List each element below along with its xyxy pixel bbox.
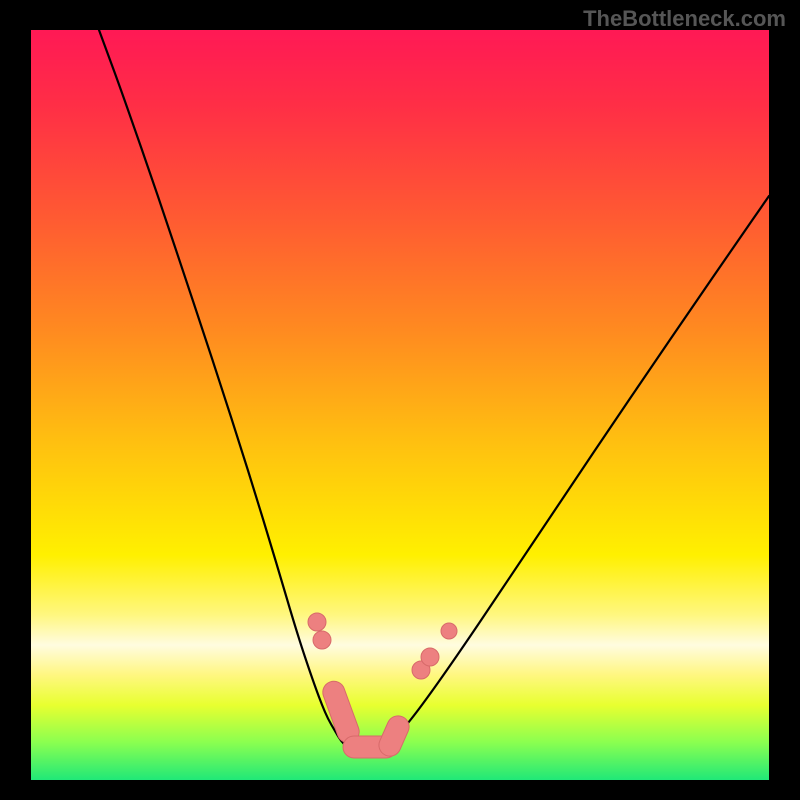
marker: [441, 623, 457, 639]
bottleneck-curve: [99, 30, 769, 752]
marker: [308, 613, 326, 631]
chart-overlay: [0, 0, 800, 800]
marker: [421, 648, 439, 666]
marker: [313, 631, 331, 649]
